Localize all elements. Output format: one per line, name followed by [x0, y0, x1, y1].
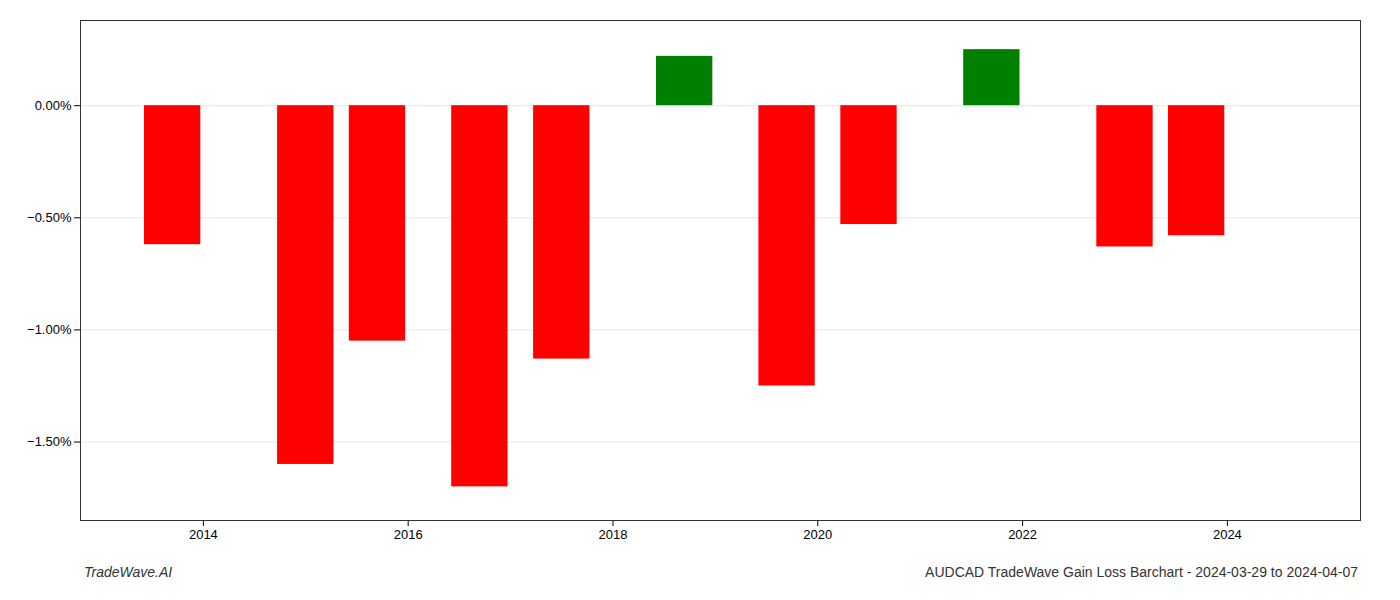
html-text:AUDCAD TradeWave Gain Loss Bar: AUDCAD TradeWave Gain Loss Barchart - 20…: [925, 564, 1358, 580]
svg-text:2022: 2022: [1008, 527, 1037, 542]
svg-text:2016: 2016: [394, 527, 423, 542]
svg-text:−0.50%: −0.50%: [27, 210, 72, 225]
svg-text:−1.00%: −1.00%: [27, 322, 72, 337]
svg-text:2024: 2024: [1213, 527, 1242, 542]
html-text:TradeWave.AI: TradeWave.AI: [84, 564, 173, 580]
svg-text:2018: 2018: [599, 527, 628, 542]
svg-text:2020: 2020: [803, 527, 832, 542]
svg-text:2014: 2014: [189, 527, 218, 542]
svg-text:−1.50%: −1.50%: [27, 434, 72, 449]
svg-text:0.00%: 0.00%: [35, 98, 72, 113]
